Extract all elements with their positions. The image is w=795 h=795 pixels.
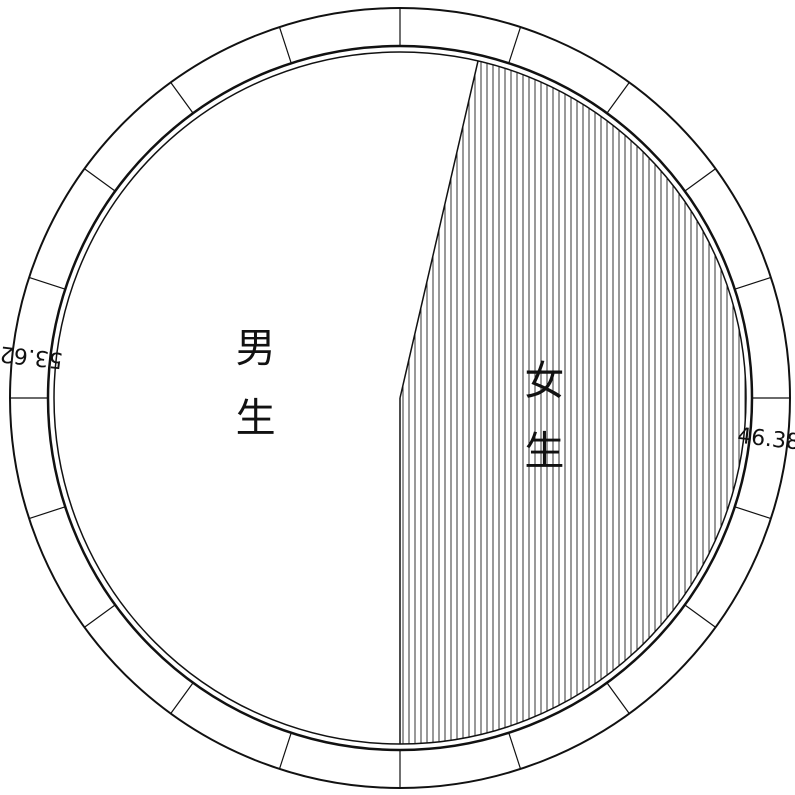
pie-slice-0 — [54, 52, 481, 744]
slice-label-1-1: 生 — [524, 428, 564, 474]
ring-divider-2 — [606, 82, 630, 114]
ring-dividers — [10, 8, 790, 788]
ring-divider-12 — [170, 682, 194, 714]
slice-value-0: 53.62 — [0, 340, 64, 372]
ring-divider-19 — [278, 26, 292, 64]
pie-slices — [54, 52, 746, 744]
ring-divider-13 — [84, 604, 116, 628]
ring-divider-11 — [278, 732, 292, 770]
ring-divider-1 — [508, 26, 522, 64]
slice-label-0-1: 生 — [236, 396, 276, 442]
ring-divider-9 — [508, 732, 522, 770]
slice-value-1: 46.38 — [736, 424, 795, 456]
ring-divider-14 — [28, 506, 66, 520]
slice-label-0-0: 男 — [236, 326, 276, 372]
ring-divider-17 — [84, 168, 116, 192]
pie-slice-1 — [400, 52, 746, 744]
slice-label-1-0: 女 — [524, 358, 564, 404]
ring-divider-8 — [606, 682, 630, 714]
ring-divider-3 — [684, 168, 716, 192]
ring-divider-4 — [734, 276, 772, 290]
ring-divider-16 — [28, 276, 66, 290]
ring-divider-7 — [684, 604, 716, 628]
ring-divider-6 — [734, 506, 772, 520]
ring-divider-18 — [170, 82, 194, 114]
slice-boundary-1 — [399, 60, 479, 399]
